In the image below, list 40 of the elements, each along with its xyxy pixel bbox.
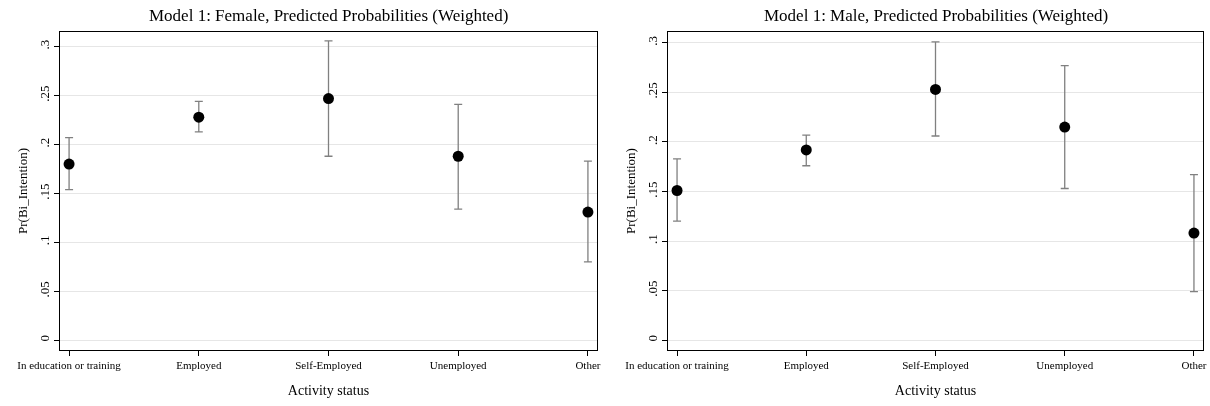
point bbox=[671, 185, 683, 196]
y-tick-label: .15 bbox=[644, 181, 660, 198]
y-tick-label: .3 bbox=[36, 39, 52, 50]
y-tick-label: .25 bbox=[36, 85, 52, 102]
point bbox=[63, 158, 75, 170]
y-tick-label: .1 bbox=[644, 234, 660, 244]
x-tick-label: Self-Employed bbox=[295, 359, 363, 372]
x-tick-label: Other bbox=[1181, 359, 1207, 372]
point bbox=[323, 93, 334, 105]
x-tick-label: Employed bbox=[783, 359, 830, 372]
y-tick-label: .15 bbox=[36, 183, 52, 200]
y-tick-label: 0 bbox=[36, 335, 52, 342]
chart-title: Model 1: Female, Predicted Probabilities (Weighted) bbox=[149, 6, 509, 25]
chart-title: Model 1: Male, Predicted Probabilities (Weighted) bbox=[764, 6, 1109, 25]
y-tick-label: .2 bbox=[644, 135, 660, 145]
y-axis-title: Pr(Bi_Intention) bbox=[14, 148, 30, 234]
point bbox=[452, 150, 464, 162]
y-tick-label: .1 bbox=[36, 235, 52, 246]
y-axis-title: Pr(Bi_Intention) bbox=[622, 148, 638, 234]
point bbox=[1188, 227, 1200, 239]
x-axis-title: Activity status bbox=[287, 382, 370, 398]
point bbox=[930, 83, 941, 95]
x-tick-label: Other bbox=[575, 359, 601, 372]
x-tick-label: Self-Employed bbox=[902, 359, 970, 372]
point bbox=[1059, 121, 1071, 133]
x-axis-title: Activity status bbox=[894, 382, 977, 398]
x-tick-label: Employed bbox=[176, 359, 222, 372]
y-tick-label: .3 bbox=[644, 36, 660, 46]
y-tick-label: .05 bbox=[36, 281, 52, 298]
x-tick-label: In education or training bbox=[17, 359, 122, 372]
point bbox=[193, 111, 205, 123]
x-tick-label: Unemployed bbox=[1036, 359, 1094, 372]
point bbox=[582, 206, 594, 218]
y-tick-label: .25 bbox=[644, 82, 660, 99]
x-tick-label: In education or training bbox=[625, 359, 730, 372]
y-tick-label: .2 bbox=[36, 137, 52, 148]
y-tick-label: .05 bbox=[644, 280, 660, 297]
y-tick-label: 0 bbox=[644, 334, 660, 342]
x-tick-label: Unemployed bbox=[429, 359, 488, 372]
point bbox=[800, 144, 812, 156]
